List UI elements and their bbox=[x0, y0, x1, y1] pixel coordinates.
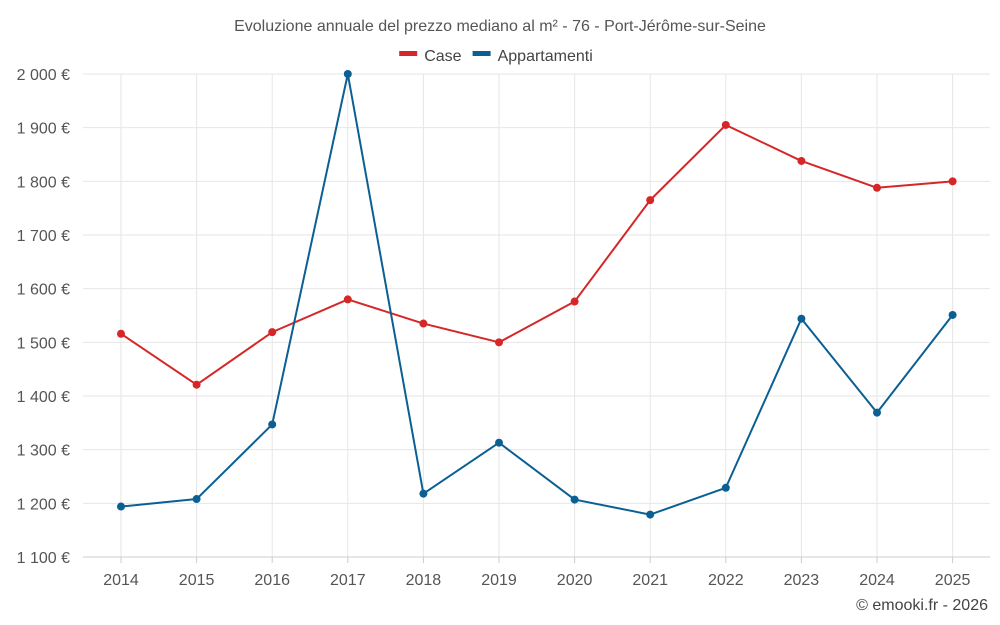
y-tick-label: 1 800 € bbox=[17, 174, 70, 191]
x-tick-label: 2025 bbox=[935, 572, 971, 589]
x-axis: 2014 2015 2016 2017 2018 2019 2020 2021 2022 2023… bbox=[83, 556, 990, 589]
data-point[interactable] bbox=[192, 495, 201, 504]
data-point[interactable] bbox=[495, 438, 503, 447]
data-point[interactable] bbox=[419, 319, 428, 328]
data-point[interactable] bbox=[117, 329, 125, 338]
data-point[interactable] bbox=[343, 70, 352, 78]
data-point[interactable] bbox=[419, 489, 428, 498]
data-point[interactable] bbox=[721, 483, 730, 492]
y-axis: 1 100 € 1 200 € 1 300 € 1 400 € 1 500 € 1 600… bbox=[17, 67, 70, 567]
legend[interactable]: Case Appartamenti bbox=[399, 48, 593, 65]
x-tick-label: 2015 bbox=[179, 572, 215, 589]
y-tick-label: 1 900 € bbox=[17, 121, 70, 138]
data-point[interactable] bbox=[268, 328, 277, 337]
data-point[interactable] bbox=[343, 295, 352, 304]
y-tick-label: 1 700 € bbox=[17, 228, 70, 245]
y-tick-label: 1 500 € bbox=[17, 335, 70, 352]
y-tick-label: 1 400 € bbox=[17, 389, 70, 406]
data-point[interactable] bbox=[646, 510, 655, 519]
y-tick-label: 2 000 € bbox=[17, 67, 70, 84]
y-tick-label: 1 200 € bbox=[17, 496, 70, 513]
data-point[interactable] bbox=[192, 380, 201, 389]
x-tick-label: 2020 bbox=[557, 572, 593, 589]
data-point[interactable] bbox=[268, 420, 277, 429]
x-tick-label: 2021 bbox=[632, 572, 668, 589]
series-layer bbox=[117, 70, 957, 519]
data-point[interactable] bbox=[948, 310, 957, 319]
data-point[interactable] bbox=[570, 495, 579, 504]
legend-label: Appartamenti bbox=[498, 48, 593, 65]
data-point[interactable] bbox=[117, 502, 125, 511]
x-tick-label: 2023 bbox=[784, 572, 820, 589]
x-tick-label: 2024 bbox=[859, 572, 895, 589]
legend-swatch bbox=[472, 51, 491, 56]
data-point[interactable] bbox=[721, 120, 730, 129]
y-tick-label: 1 100 € bbox=[17, 550, 70, 567]
legend-item-case[interactable]: Case bbox=[399, 48, 462, 65]
data-point[interactable] bbox=[948, 177, 957, 186]
data-point[interactable] bbox=[873, 408, 881, 417]
credit-text: © emooki.fr - 2026 bbox=[856, 597, 988, 614]
grid bbox=[83, 73, 990, 558]
x-tick-label: 2022 bbox=[708, 572, 744, 589]
data-point[interactable] bbox=[570, 297, 579, 306]
series-line bbox=[120, 123, 953, 386]
data-point[interactable] bbox=[646, 196, 655, 205]
x-tick-label: 2014 bbox=[103, 572, 139, 589]
x-tick-label: 2017 bbox=[330, 572, 366, 589]
data-point[interactable] bbox=[797, 314, 806, 323]
y-tick-label: 1 600 € bbox=[17, 282, 70, 299]
legend-label: Case bbox=[424, 48, 461, 65]
series-appartamenti bbox=[117, 70, 957, 519]
data-point[interactable] bbox=[873, 183, 881, 192]
series-case bbox=[117, 120, 957, 389]
legend-swatch bbox=[399, 51, 418, 56]
data-point[interactable] bbox=[797, 156, 806, 165]
x-tick-label: 2018 bbox=[406, 572, 442, 589]
x-tick-label: 2019 bbox=[481, 572, 517, 589]
chart-title: Evoluzione annuale del prezzo mediano al… bbox=[234, 18, 766, 35]
series-line bbox=[120, 73, 954, 516]
x-tick-label: 2016 bbox=[254, 572, 290, 589]
data-point[interactable] bbox=[495, 338, 503, 347]
y-tick-label: 1 300 € bbox=[17, 443, 70, 460]
legend-item-appartamenti[interactable]: Appartamenti bbox=[472, 48, 593, 65]
